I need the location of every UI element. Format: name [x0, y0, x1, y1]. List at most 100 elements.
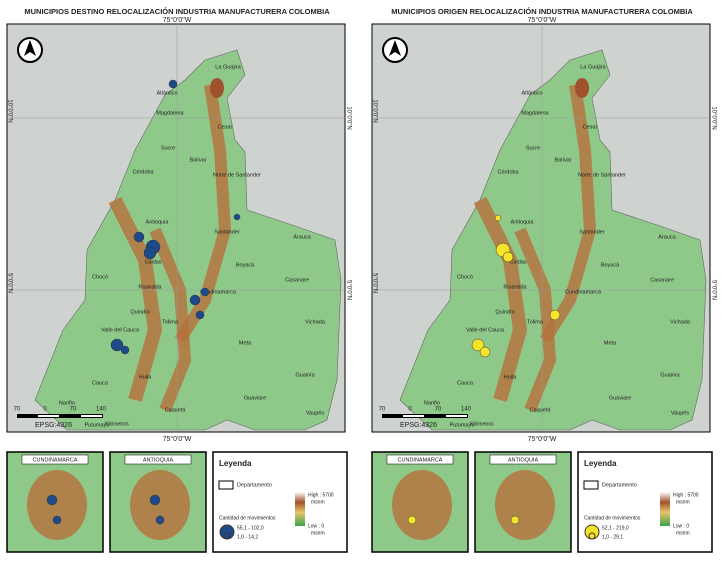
department-label: Guainía — [660, 372, 680, 378]
department-label: Quindío — [130, 309, 149, 315]
department-label: Valle del Cauca — [466, 327, 505, 333]
department-label: Santander — [214, 229, 240, 235]
department-label: Magdalena — [156, 110, 184, 116]
location-marker — [195, 310, 205, 320]
location-marker — [502, 251, 514, 263]
department-label: La Guajira — [215, 64, 241, 70]
location-marker — [189, 294, 201, 306]
mountain-range — [108, 196, 162, 402]
location-marker — [200, 287, 210, 297]
department-label: Nariño — [424, 400, 440, 406]
north-arrow — [389, 40, 401, 56]
legend-swatch — [218, 480, 234, 490]
department-label: Atlántico — [521, 90, 542, 96]
map-title: MUNICIPIOS DESTINO RELOCALIZACIÓN INDUST… — [24, 7, 330, 16]
scale-bar — [403, 415, 424, 417]
country-shape — [34, 49, 342, 431]
scale-unit: Kilómetros — [105, 421, 129, 427]
department-label: Chocó — [457, 274, 473, 280]
legend-label: Departamento — [237, 482, 272, 488]
scale-unit: Kilómetros — [470, 421, 494, 427]
department-label: Antioquia — [511, 219, 535, 225]
scale-label: 70 — [435, 407, 442, 413]
inset-relief — [130, 470, 190, 540]
map-panel: MUNICIPIOS ORIGEN RELOCALIZACIÓN INDUSTR… — [371, 7, 716, 553]
legend-frame — [577, 451, 713, 553]
location-marker — [479, 346, 491, 358]
sierra-nevada — [575, 78, 589, 98]
department-label: Cauca — [92, 380, 109, 386]
department-label: Córdoba — [132, 169, 154, 175]
coord-label: 75°0'0"W — [163, 16, 192, 24]
legend-label: 55,1 - 102,0 — [237, 525, 264, 531]
coord-label: 5°0'0"N — [710, 280, 716, 300]
legend-title: Leyenda — [219, 459, 252, 468]
inset-title-box — [489, 454, 557, 465]
location-marker — [494, 214, 502, 222]
department-label: Santander — [579, 229, 605, 235]
inset-relief — [27, 470, 87, 540]
scale-bar — [446, 415, 467, 417]
location-marker — [143, 246, 157, 260]
location-marker — [549, 309, 561, 321]
location-marker — [149, 494, 161, 506]
department-label: Arauca — [658, 234, 676, 240]
location-marker — [110, 338, 124, 352]
department-label: Boyacá — [601, 262, 620, 268]
department-label: Risaralda — [138, 284, 162, 290]
legend-label: 1,0 - 29,1 — [602, 534, 623, 540]
elevation-ramp — [295, 492, 305, 526]
department-label: Vichada — [670, 319, 691, 325]
legend-label: msnm — [311, 530, 325, 536]
department-label: Tolima — [162, 319, 179, 325]
scale-bar — [81, 415, 102, 417]
department-label: Quindío — [495, 309, 514, 315]
department-label: Huila — [504, 374, 517, 380]
scale-bar — [382, 414, 468, 418]
department-label: Cauca — [457, 380, 474, 386]
inset-title: CUNDINAMARCA — [398, 457, 443, 463]
inset-relief — [392, 470, 452, 540]
country-shape — [399, 49, 707, 431]
coord-label: 75°0'0"W — [528, 435, 557, 443]
scale-label: 70 — [70, 407, 77, 413]
epsg-label: EPSG:4326 — [400, 422, 437, 429]
department-label: Cesar — [583, 124, 598, 130]
location-marker — [52, 515, 62, 525]
legend-label: 52,1 - 219,0 — [602, 525, 629, 531]
legend-title: Leyenda — [584, 459, 617, 468]
epsg-label: EPSG:4326 — [35, 422, 72, 429]
inset-title-box — [124, 454, 192, 465]
department-label: Huila — [139, 374, 152, 380]
coord-label: 75°0'0"W — [528, 16, 557, 24]
department-label: Cundinamarca — [565, 289, 602, 295]
department-label: Casanare — [650, 277, 674, 283]
department-label: Tolima — [527, 319, 544, 325]
department-label: Sucre — [161, 145, 175, 151]
legend-label: 1,0 - 14,2 — [237, 534, 258, 540]
department-label: Vaupés — [671, 410, 689, 416]
department-label: Caquetá — [530, 407, 552, 413]
legend-label: Cantidad de movimientos — [584, 515, 641, 521]
legend-label: High : 5700 — [673, 492, 699, 498]
scale-bar — [38, 415, 59, 417]
legend-label: msnm — [311, 499, 325, 505]
legend-frame — [212, 451, 348, 553]
department-label: Cundinamarca — [200, 289, 237, 295]
location-marker — [233, 213, 241, 221]
department-label: Vichada — [305, 319, 326, 325]
department-label: Córdoba — [497, 169, 519, 175]
inset-title: CUNDINAMARCA — [33, 457, 78, 463]
department-label: Caldas — [509, 259, 526, 265]
department-label: Valle del Cauca — [101, 327, 140, 333]
department-label: Meta — [239, 340, 252, 346]
scale-bar — [17, 414, 103, 418]
legend-swatch — [583, 480, 599, 490]
location-marker — [133, 231, 145, 243]
department-label: Boyacá — [236, 262, 255, 268]
sierra-nevada — [210, 78, 224, 98]
north-arrow — [24, 40, 36, 56]
department-label: Chocó — [92, 274, 108, 280]
coord-label: 10°0'0"N — [710, 106, 716, 129]
